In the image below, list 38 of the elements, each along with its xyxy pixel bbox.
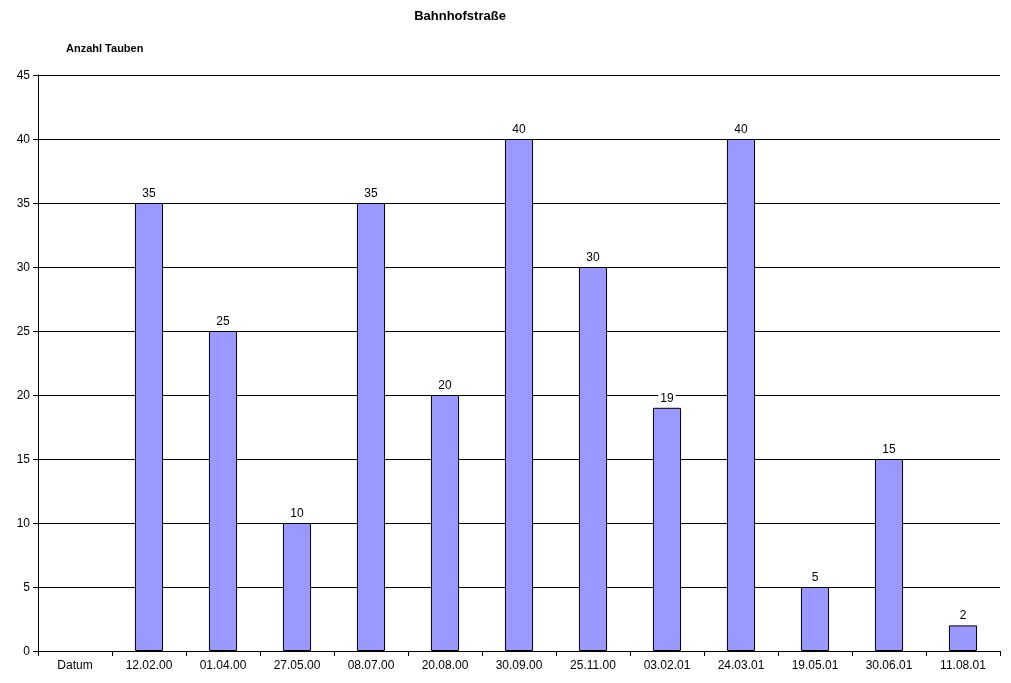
chart-title: Bahnhofstraße bbox=[414, 8, 506, 23]
bar bbox=[948, 625, 978, 651]
x-tick-label: 11.08.01 bbox=[940, 658, 987, 672]
y-tick-label: 35 bbox=[16, 196, 31, 210]
y-tick-label: 45 bbox=[16, 68, 31, 82]
data-label: 30 bbox=[586, 250, 600, 264]
y-tick-label: 40 bbox=[16, 132, 31, 146]
y-tick-label: 10 bbox=[16, 516, 31, 530]
x-tick-label: Datum bbox=[57, 658, 93, 672]
data-label: 40 bbox=[512, 122, 526, 136]
y-tick-label: 0 bbox=[23, 644, 31, 658]
data-label: 35 bbox=[364, 186, 378, 200]
data-label: 40 bbox=[734, 122, 748, 136]
y-tick-label: 5 bbox=[23, 580, 31, 594]
data-label: 15 bbox=[882, 442, 896, 456]
data-label: 5 bbox=[811, 570, 819, 584]
data-label: 2 bbox=[959, 608, 967, 623]
y-tick-label: 30 bbox=[16, 260, 31, 274]
y-tick-label: 25 bbox=[16, 324, 31, 338]
x-tick-label: 12.02.00 bbox=[125, 658, 173, 672]
data-label: 35 bbox=[142, 186, 156, 200]
x-tick-label: 20.08.00 bbox=[421, 658, 469, 672]
y-tick-label: 15 bbox=[16, 452, 31, 466]
x-tick-label: 03.02.01 bbox=[643, 658, 691, 672]
data-label: 10 bbox=[290, 506, 304, 520]
x-tick-label: 30.09.00 bbox=[495, 658, 543, 672]
data-label: 25 bbox=[216, 314, 230, 328]
y-tick-label: 20 bbox=[16, 388, 31, 402]
y-axis-title: Anzahl Tauben bbox=[66, 41, 144, 54]
x-tick-label: 25.11.00 bbox=[570, 658, 617, 672]
x-tick-label: 08.07.00 bbox=[347, 658, 395, 672]
x-tick-label: 24.03.01 bbox=[717, 658, 765, 672]
data-label: 19 bbox=[660, 390, 674, 405]
x-tick-label: 27.05.00 bbox=[273, 658, 321, 672]
x-tick-label: 19.05.01 bbox=[791, 658, 839, 672]
x-tick-label: 30.06.01 bbox=[865, 658, 913, 672]
data-label: 20 bbox=[438, 378, 452, 392]
x-tick-label: 01.04.00 bbox=[199, 658, 247, 672]
